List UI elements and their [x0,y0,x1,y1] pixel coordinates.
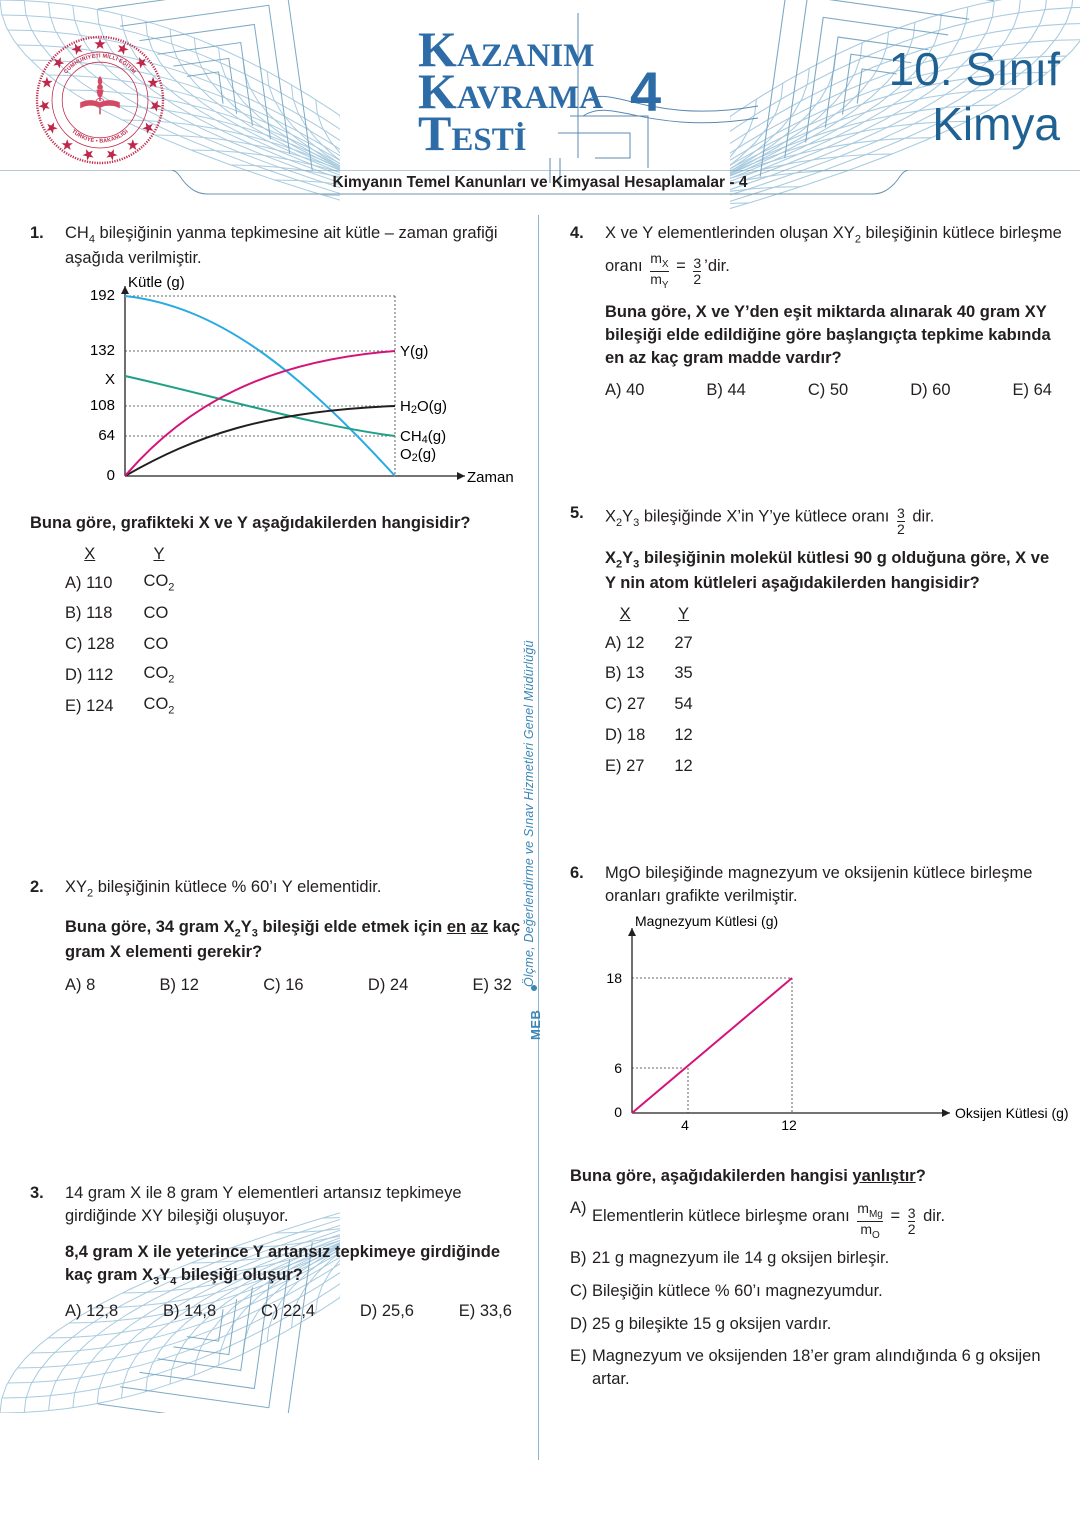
svg-text:64: 64 [98,427,115,444]
svg-text:132: 132 [90,342,115,359]
svg-text:192: 192 [90,287,115,304]
svg-text:X: X [105,371,115,388]
svg-text:18: 18 [606,970,622,986]
svg-text:Zaman: Zaman [467,469,514,486]
svg-text:CH4(g): CH4(g) [400,428,446,446]
svg-text:Kimyanın Temel Kanunları ve Ki: Kimyanın Temel Kanunları ve Kimyasal Hes… [333,174,748,191]
svg-text:Magnezyum Kütlesi (g): Magnezyum Kütlesi (g) [635,913,778,929]
svg-text:Kütle (g): Kütle (g) [128,274,185,291]
svg-text:6: 6 [614,1060,622,1076]
svg-text:O2(g): O2(g) [400,446,436,464]
svg-text:4: 4 [630,60,661,123]
svg-text:Oksijen Kütlesi (g): Oksijen Kütlesi (g) [955,1105,1069,1121]
svg-text:108: 108 [90,397,115,414]
svg-text:TÜRKİYE • BAKANLIĞI: TÜRKİYE • BAKANLIĞI [70,128,130,145]
svg-text:Y(g): Y(g) [400,343,428,360]
svg-text:4: 4 [681,1117,689,1133]
svg-text:H2O(g): H2O(g) [400,398,447,416]
svg-text:0: 0 [614,1104,622,1120]
svg-text:12: 12 [781,1117,797,1133]
svg-text:0: 0 [107,467,115,484]
